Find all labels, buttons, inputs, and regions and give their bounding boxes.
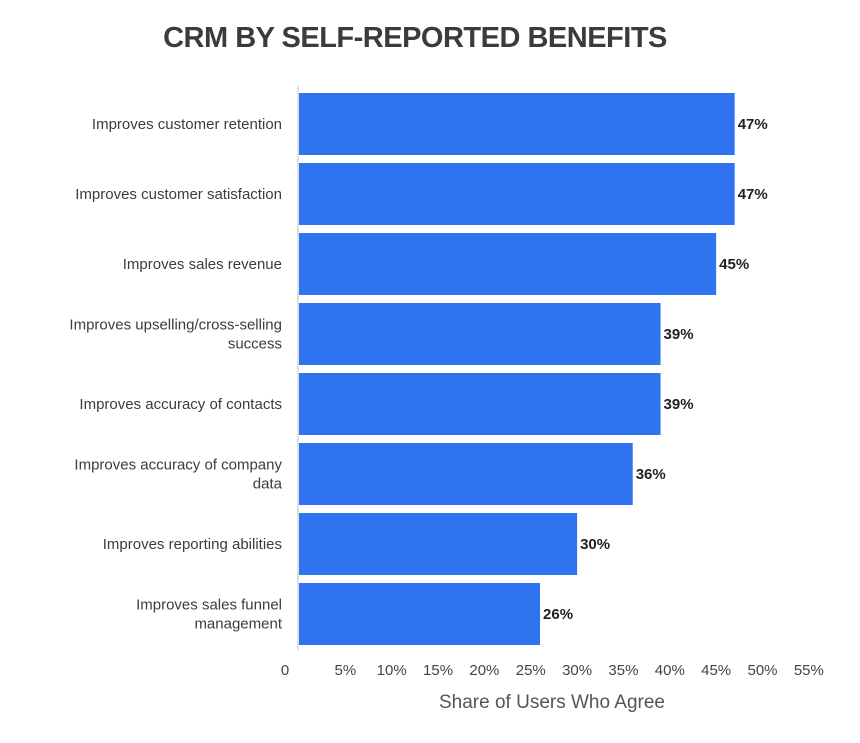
x-tick-label: 45%: [701, 662, 731, 679]
category-label: Improves customer retention: [92, 116, 282, 133]
x-tick-label: 10%: [377, 662, 407, 679]
x-tick-label: 50%: [747, 662, 777, 679]
category-label: management: [194, 616, 282, 633]
category-label: Improves accuracy of contacts: [79, 396, 282, 413]
data-label: 47%: [738, 186, 768, 203]
x-tick-label: 5%: [335, 662, 357, 679]
category-label: data: [253, 476, 283, 493]
bar: [299, 583, 541, 645]
x-tick-label: 40%: [655, 662, 685, 679]
bar: [299, 163, 735, 225]
bar: [299, 93, 735, 155]
category-label: Improves sales funnel: [136, 597, 282, 614]
category-label: Improves sales revenue: [123, 256, 282, 273]
category-label: Improves upselling/cross-selling: [69, 317, 282, 334]
data-label: 30%: [580, 536, 610, 553]
data-label: 26%: [543, 606, 573, 623]
bar: [299, 513, 578, 575]
bar: [299, 303, 661, 365]
chart-title: CRM BY SELF-REPORTED BENEFITS: [163, 22, 667, 54]
category-label: Improves reporting abilities: [103, 536, 282, 553]
x-tick-label: 30%: [562, 662, 592, 679]
x-tick-label: 15%: [423, 662, 453, 679]
bar: [299, 443, 633, 505]
category-label: Improves accuracy of company: [74, 457, 282, 474]
data-label: 39%: [664, 326, 694, 343]
category-label: success: [228, 336, 282, 353]
category-label: Improves customer satisfaction: [75, 186, 282, 203]
data-label: 45%: [719, 256, 749, 273]
data-label: 36%: [636, 466, 666, 483]
data-label: 39%: [664, 396, 694, 413]
x-tick-label: 25%: [516, 662, 546, 679]
x-tick-label: 55%: [794, 662, 824, 679]
x-tick-label: 0: [281, 662, 289, 679]
x-tick-label: 35%: [608, 662, 638, 679]
bar: [299, 373, 661, 435]
data-label: 47%: [738, 116, 768, 133]
x-axis-title: Share of Users Who Agree: [439, 692, 665, 713]
x-tick-label: 20%: [469, 662, 499, 679]
bar: [299, 233, 717, 295]
